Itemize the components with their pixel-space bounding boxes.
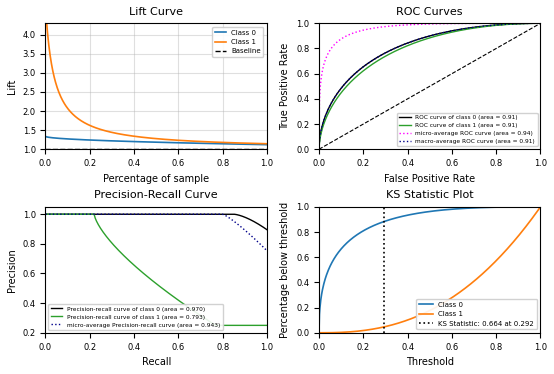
- Class 1: [435, 303, 442, 308]
- macro-average ROC curve (area = 0.91): [422, 35, 429, 39]
- ROC curve of class 1 (area = 0.91): [435, 33, 442, 37]
- micro-average Precision-recall curve (area = 0.943): [165, 212, 172, 217]
- micro-average Precision-recall curve (area = 0.943): [264, 248, 270, 253]
- micro-average ROC curve (area = 0.94): [421, 22, 428, 27]
- ROC curve of class 1 (area = 0.91): [537, 21, 544, 25]
- Precision-recall curve of class 0 (area = 0.970): [264, 227, 270, 232]
- micro-average Precision-recall curve (area = 0.943): [217, 212, 224, 217]
- Precision-recall curve of class 1 (area = 0.793): [42, 212, 49, 217]
- Precision-recall curve of class 1 (area = 0.793): [264, 323, 270, 328]
- Class 1: [532, 212, 538, 217]
- Line: micro-average Precision-recall curve (area = 0.943): micro-average Precision-recall curve (ar…: [45, 214, 267, 251]
- Line: Precision-recall curve of class 1 (area = 0.793): Precision-recall curve of class 1 (area …: [45, 214, 267, 325]
- micro-average Precision-recall curve (area = 0.943): [256, 241, 263, 246]
- X-axis label: False Positive Rate: False Positive Rate: [384, 174, 475, 184]
- Class 1: [497, 254, 504, 258]
- Line: macro-average ROC curve (area = 0.91): macro-average ROC curve (area = 0.91): [319, 23, 541, 149]
- micro-average ROC curve (area = 0.94): [435, 22, 442, 26]
- ROC curve of class 0 (area = 0.91): [448, 29, 454, 33]
- macro-average ROC curve (area = 0.91): [537, 21, 544, 25]
- Precision-recall curve of class 0 (area = 0.970): [174, 212, 181, 217]
- macro-average ROC curve (area = 0.91): [497, 22, 504, 27]
- Precision-recall curve of class 1 (area = 0.793): [224, 323, 231, 328]
- micro-average ROC curve (area = 0.94): [422, 22, 429, 26]
- ROC curve of class 0 (area = 0.91): [497, 22, 504, 27]
- Class 0: [435, 208, 442, 213]
- Precision-recall curve of class 0 (area = 0.970): [147, 212, 154, 217]
- Class 1: [448, 296, 454, 301]
- Class 0: [537, 205, 544, 209]
- Precision-recall curve of class 1 (area = 0.793): [147, 277, 154, 282]
- Precision-recall curve of class 1 (area = 0.793): [162, 288, 168, 293]
- Class 1: [421, 311, 428, 315]
- Y-axis label: Lift: Lift: [7, 79, 17, 94]
- micro-average ROC curve (area = 0.94): [497, 21, 504, 25]
- micro-average ROC curve (area = 0.94): [316, 147, 322, 151]
- ROC curve of class 0 (area = 0.91): [421, 35, 428, 40]
- Legend: Class 0, Class 1, Baseline: Class 0, Class 1, Baseline: [212, 27, 264, 57]
- Precision-recall curve of class 0 (area = 0.970): [224, 212, 230, 217]
- Class 0: [497, 205, 504, 209]
- macro-average ROC curve (area = 0.91): [435, 31, 442, 36]
- micro-average Precision-recall curve (area = 0.943): [89, 212, 95, 217]
- X-axis label: Threshold: Threshold: [406, 357, 454, 367]
- macro-average ROC curve (area = 0.91): [421, 35, 428, 40]
- ROC curve of class 0 (area = 0.91): [422, 35, 429, 39]
- Class 0: [532, 205, 538, 209]
- Precision-recall curve of class 0 (area = 0.970): [162, 212, 168, 217]
- macro-average ROC curve (area = 0.91): [316, 147, 322, 151]
- X-axis label: Percentage of sample: Percentage of sample: [103, 174, 209, 184]
- Legend: Precision-recall curve of class 0 (area = 0.970), Precision-recall curve of clas: Precision-recall curve of class 0 (area …: [48, 304, 223, 330]
- ROC curve of class 0 (area = 0.91): [435, 31, 442, 36]
- micro-average ROC curve (area = 0.94): [537, 21, 544, 25]
- micro-average ROC curve (area = 0.94): [448, 21, 454, 26]
- Precision-recall curve of class 1 (area = 0.793): [148, 278, 155, 283]
- Line: Precision-recall curve of class 0 (area = 0.970): Precision-recall curve of class 0 (area …: [45, 214, 267, 230]
- Title: ROC Curves: ROC Curves: [397, 7, 463, 17]
- macro-average ROC curve (area = 0.91): [448, 29, 454, 33]
- Y-axis label: True Positive Rate: True Positive Rate: [280, 43, 290, 130]
- Class 1: [316, 331, 322, 335]
- Line: Class 1: Class 1: [319, 207, 541, 333]
- Precision-recall curve of class 1 (area = 0.793): [259, 323, 265, 328]
- ROC curve of class 0 (area = 0.91): [537, 21, 544, 25]
- micro-average Precision-recall curve (area = 0.943): [102, 212, 109, 217]
- ROC curve of class 0 (area = 0.91): [316, 147, 322, 151]
- X-axis label: Recall: Recall: [141, 357, 171, 367]
- Precision-recall curve of class 1 (area = 0.793): [213, 323, 219, 328]
- Title: KS Statistic Plot: KS Statistic Plot: [386, 190, 474, 200]
- ROC curve of class 1 (area = 0.91): [448, 30, 454, 35]
- ROC curve of class 1 (area = 0.91): [532, 21, 538, 25]
- Y-axis label: Percentage below threshold: Percentage below threshold: [280, 202, 290, 338]
- Line: ROC curve of class 0 (area = 0.91): ROC curve of class 0 (area = 0.91): [319, 23, 541, 149]
- Precision-recall curve of class 0 (area = 0.970): [148, 212, 155, 217]
- ROC curve of class 1 (area = 0.91): [497, 23, 504, 27]
- Class 0: [421, 210, 428, 215]
- Class 0: [422, 210, 429, 214]
- Precision-recall curve of class 1 (area = 0.793): [174, 297, 181, 302]
- Precision-recall curve of class 0 (area = 0.970): [258, 224, 265, 229]
- Line: micro-average ROC curve (area = 0.94): micro-average ROC curve (area = 0.94): [319, 23, 541, 149]
- Title: Lift Curve: Lift Curve: [129, 7, 183, 17]
- Legend: ROC curve of class 0 (area = 0.91), ROC curve of class 1 (area = 0.91), micro-av: ROC curve of class 0 (area = 0.91), ROC …: [397, 113, 537, 146]
- Line: ROC curve of class 1 (area = 0.91): ROC curve of class 1 (area = 0.91): [319, 23, 541, 149]
- micro-average Precision-recall curve (area = 0.943): [195, 212, 202, 217]
- macro-average ROC curve (area = 0.91): [532, 21, 538, 25]
- Legend: Class 0, Class 1, KS Statistic: 0.664 at 0.292: Class 0, Class 1, KS Statistic: 0.664 at…: [416, 299, 537, 329]
- ROC curve of class 0 (area = 0.91): [532, 21, 538, 25]
- Class 1: [537, 205, 544, 209]
- micro-average Precision-recall curve (area = 0.943): [42, 212, 49, 217]
- ROC curve of class 1 (area = 0.91): [421, 37, 428, 42]
- Class 1: [422, 310, 429, 315]
- Title: Precision-Recall Curve: Precision-Recall Curve: [94, 190, 218, 200]
- micro-average ROC curve (area = 0.94): [532, 21, 538, 25]
- ROC curve of class 1 (area = 0.91): [422, 37, 429, 42]
- Class 0: [448, 207, 454, 212]
- Precision-recall curve of class 0 (area = 0.970): [42, 212, 49, 217]
- ROC curve of class 1 (area = 0.91): [316, 147, 322, 151]
- Class 0: [316, 331, 322, 335]
- Line: Class 0: Class 0: [319, 207, 541, 333]
- Y-axis label: Precision: Precision: [7, 248, 17, 292]
